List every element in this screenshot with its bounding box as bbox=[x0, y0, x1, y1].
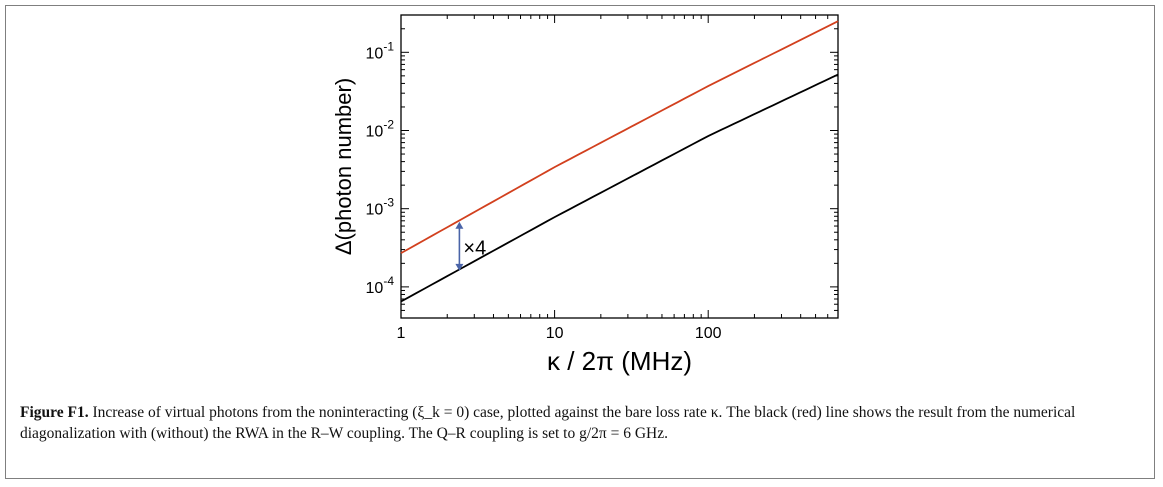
annotation-arrow-head-top bbox=[455, 221, 464, 229]
y-tick-label: 10-4 bbox=[366, 274, 395, 297]
x-ticks: 1 10 100 bbox=[397, 15, 839, 342]
figure-frame bbox=[5, 5, 1155, 479]
series-line-0 bbox=[400, 20, 839, 254]
annotation-arrow-head-bottom bbox=[455, 263, 464, 271]
annotation: ×4 bbox=[455, 221, 486, 271]
figure-caption: Figure F1. Increase of virtual photons f… bbox=[20, 402, 1145, 444]
annotation-label: ×4 bbox=[463, 237, 486, 259]
y-ticks: 10-4 10-3 10-2 10-1 bbox=[366, 28, 838, 319]
series-line-1 bbox=[400, 73, 839, 303]
plot-area bbox=[400, 14, 839, 319]
y-tick-label: 10-3 bbox=[366, 196, 395, 219]
chart: 1 10 100 10-410-310-210-1 ×4 κ / 2π (MHz) … bbox=[331, 14, 839, 376]
y-axis-label: Δ(photon number) bbox=[331, 78, 356, 255]
x-tick-label: 10 bbox=[546, 325, 564, 342]
x-axis-label: κ / 2π (MHz) bbox=[547, 346, 692, 376]
series-layer bbox=[400, 20, 839, 303]
x-tick-label: 100 bbox=[695, 325, 722, 342]
x-tick-label: 1 bbox=[397, 325, 406, 342]
caption-text: Increase of virtual photons from the non… bbox=[20, 404, 1076, 442]
y-tick-label: 10-2 bbox=[366, 117, 395, 140]
y-tick-label: 10-1 bbox=[366, 39, 395, 62]
caption-label: Figure F1. bbox=[20, 404, 89, 421]
